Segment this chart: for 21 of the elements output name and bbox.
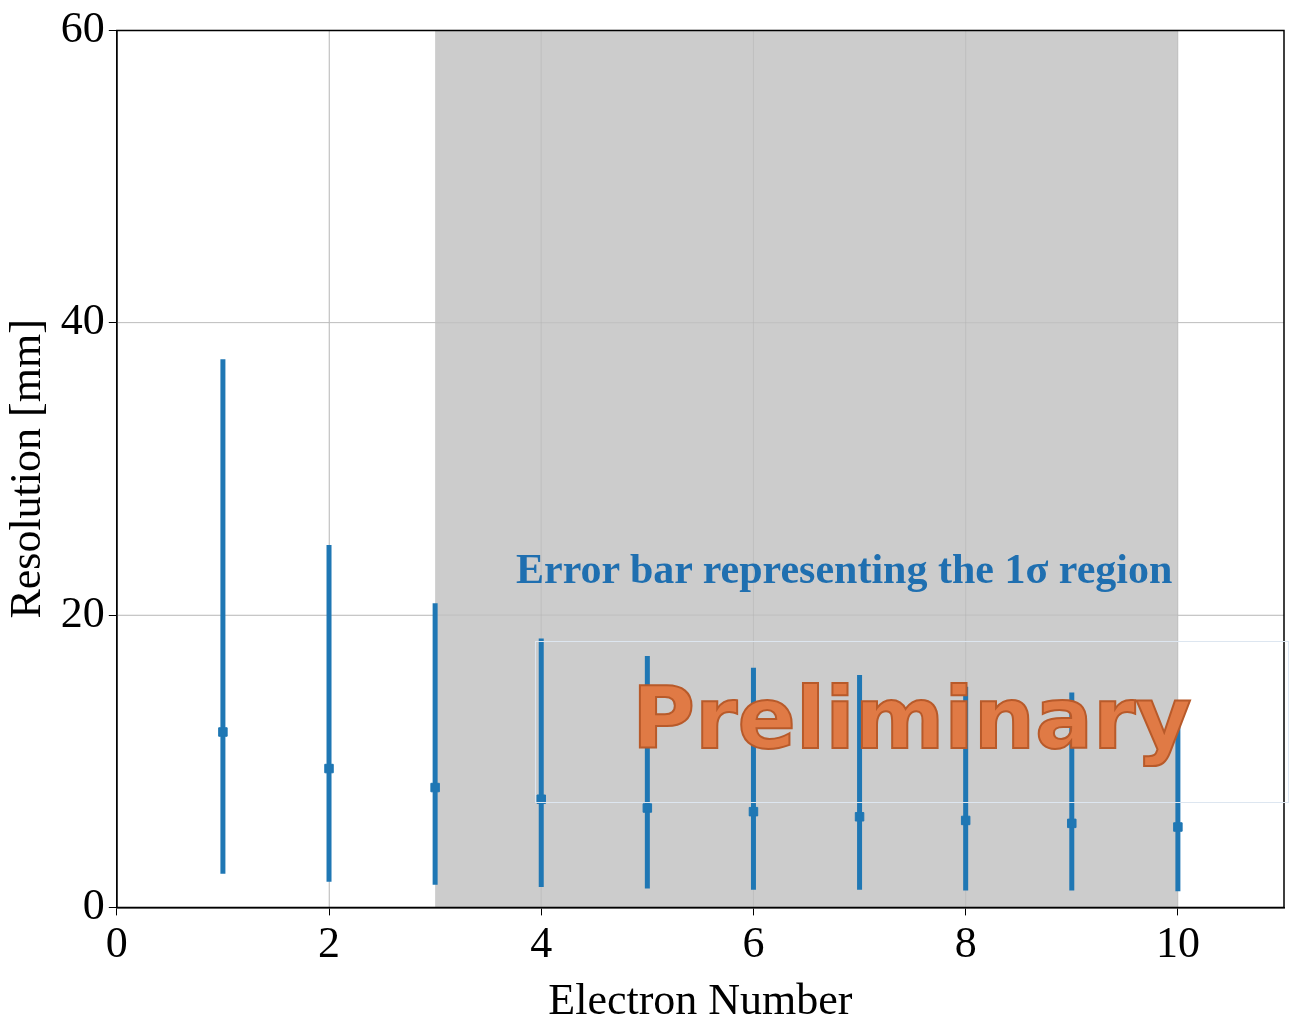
y-tick-label: 0 — [82, 879, 105, 929]
point — [218, 727, 228, 737]
x-tick-label: 10 — [1155, 918, 1200, 968]
point — [1173, 822, 1183, 832]
x-tick-label: 4 — [530, 918, 553, 968]
x-tick-label: 2 — [318, 918, 341, 968]
point — [430, 782, 440, 793]
x-tick-label: 6 — [742, 918, 765, 968]
point — [1067, 818, 1077, 829]
point — [960, 815, 971, 826]
y-tick-label: 40 — [60, 295, 105, 345]
point — [642, 803, 653, 813]
annotation: Error bar representing the 1σ region — [516, 545, 1173, 593]
point — [748, 806, 759, 817]
x-tick-label: 8 — [954, 918, 977, 968]
y-axis-title: Resolution [mm] — [0, 319, 50, 619]
point — [854, 812, 865, 822]
point — [324, 763, 334, 774]
y-tick-label: 60 — [60, 2, 105, 52]
y-tick-label: 20 — [60, 587, 105, 637]
x-axis-title: Electron Number — [548, 975, 853, 1025]
